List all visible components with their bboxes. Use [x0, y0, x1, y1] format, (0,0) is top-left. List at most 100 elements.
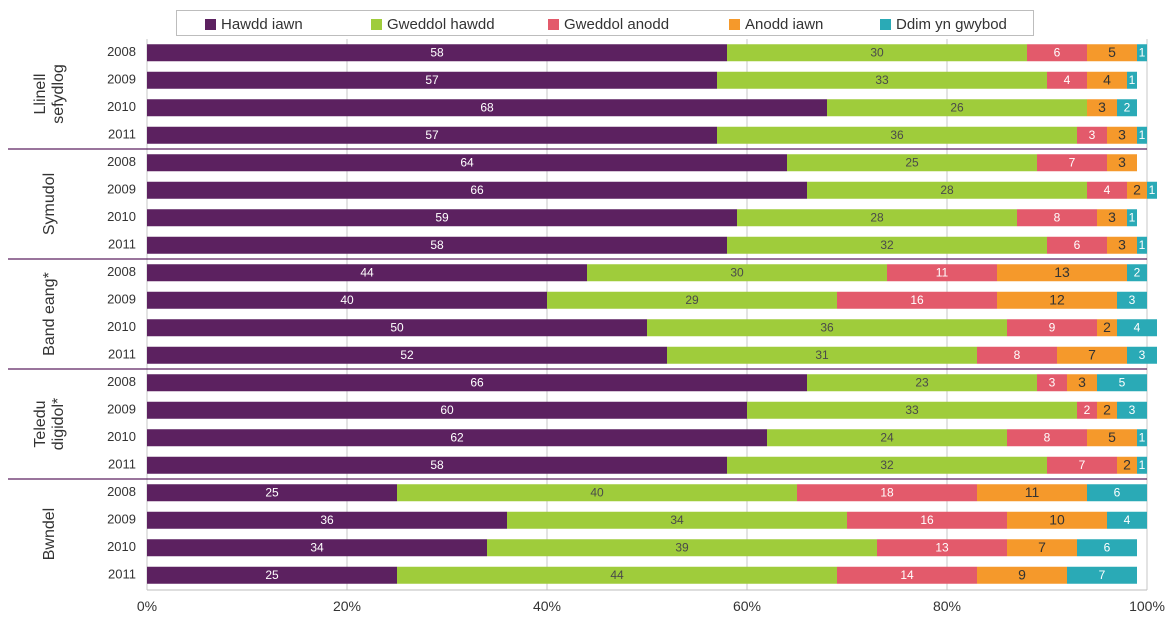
- bar-segment: [1077, 126, 1107, 144]
- data-label: 25: [905, 155, 919, 169]
- data-label: 2: [1124, 100, 1131, 114]
- bar-segment: [147, 484, 397, 502]
- bar-segment: [147, 291, 547, 309]
- legend-swatch-icon: [371, 18, 382, 30]
- data-label: 39: [675, 540, 689, 554]
- bar-segment: [807, 374, 1037, 392]
- bar-segment: [1017, 209, 1097, 227]
- bar-segment: [1117, 401, 1147, 419]
- legend-item-hawdd-iawn: Hawdd iawn: [205, 15, 303, 33]
- legend-swatch-icon: [205, 18, 216, 30]
- year-tick-label: 2011: [108, 127, 136, 142]
- data-label: 11: [1025, 484, 1040, 500]
- bar-segment: [1127, 209, 1137, 227]
- data-label: 1: [1129, 73, 1136, 87]
- data-label: 36: [890, 128, 904, 142]
- year-tick-label: 2011: [108, 567, 136, 582]
- bar-segment: [977, 566, 1067, 584]
- year-tick-label: 2008: [107, 264, 136, 279]
- data-label: 8: [1044, 430, 1051, 444]
- data-label: 34: [310, 540, 324, 554]
- year-tick-label: 2010: [107, 539, 136, 554]
- bar-segment: [147, 264, 587, 282]
- data-label: 3: [1049, 375, 1056, 389]
- data-label: 1: [1139, 238, 1146, 252]
- data-label: 60: [440, 403, 454, 417]
- bar-segment: [1107, 126, 1137, 144]
- data-label: 7: [1069, 155, 1076, 169]
- bar-segment: [837, 566, 977, 584]
- data-label: 8: [1054, 210, 1061, 224]
- bar-segment: [1137, 236, 1147, 254]
- legend-swatch-icon: [880, 18, 891, 30]
- bar-segment: [667, 346, 977, 364]
- bar-segment: [147, 401, 747, 419]
- data-label: 58: [430, 45, 444, 59]
- data-label: 28: [940, 183, 954, 197]
- bar-segment: [1107, 154, 1137, 172]
- data-label: 36: [320, 513, 334, 527]
- data-label: 13: [1054, 264, 1070, 280]
- year-tick-label: 2009: [107, 512, 136, 527]
- data-label: 13: [935, 540, 949, 554]
- bar-segment: [1097, 401, 1117, 419]
- data-label: 1: [1139, 458, 1146, 472]
- bar-segment: [1007, 319, 1097, 337]
- year-tick-label: 2009: [107, 72, 136, 87]
- data-label: 16: [910, 293, 924, 307]
- x-tick-label: 80%: [933, 598, 961, 614]
- data-label: 31: [815, 348, 829, 362]
- bar-segment: [147, 566, 397, 584]
- data-label: 58: [430, 238, 444, 252]
- data-label: 57: [425, 73, 439, 87]
- legend-swatch-icon: [729, 18, 740, 30]
- bar-segment: [1137, 44, 1147, 62]
- data-label: 2: [1123, 456, 1131, 472]
- bar-segment: [147, 429, 767, 447]
- bar-segment: [1087, 484, 1147, 502]
- data-label: 52: [400, 348, 414, 362]
- bar-segment: [647, 319, 1007, 337]
- bar-segment: [147, 209, 737, 227]
- bar-segment: [1047, 236, 1107, 254]
- data-label: 18: [880, 485, 894, 499]
- data-label: 10: [1049, 511, 1065, 527]
- data-label: 58: [430, 458, 444, 472]
- data-label: 3: [1139, 348, 1146, 362]
- bar-segment: [1027, 44, 1087, 62]
- data-label: 4: [1104, 183, 1111, 197]
- data-label: 66: [470, 375, 484, 389]
- legend-label: Anodd iawn: [745, 15, 824, 33]
- year-tick-label: 2008: [107, 154, 136, 169]
- data-label: 2: [1103, 319, 1111, 335]
- legend-label: Ddim yn gwybod: [896, 15, 1007, 33]
- bar-segment: [147, 181, 807, 199]
- bar-segment: [1007, 511, 1107, 529]
- bar-segment: [977, 484, 1087, 502]
- bar-segment: [147, 236, 727, 254]
- bar-segment: [997, 291, 1117, 309]
- data-label: 5: [1119, 375, 1126, 389]
- bar-segment: [977, 346, 1057, 364]
- data-label: 1: [1149, 183, 1156, 197]
- bar-segment: [1067, 566, 1137, 584]
- data-label: 16: [920, 513, 934, 527]
- data-label: 3: [1078, 374, 1086, 390]
- bar-segment: [887, 264, 997, 282]
- data-label: 3: [1089, 128, 1096, 142]
- data-label: 34: [670, 513, 684, 527]
- bar-segment: [587, 264, 887, 282]
- x-tick-label: 20%: [333, 598, 361, 614]
- data-label: 33: [905, 403, 919, 417]
- bar-segment: [507, 511, 847, 529]
- bar-segment: [1067, 374, 1097, 392]
- x-tick-label: 40%: [533, 598, 561, 614]
- bar-segment: [1127, 346, 1157, 364]
- data-label: 4: [1134, 320, 1141, 334]
- bar-segment: [1037, 374, 1067, 392]
- data-label: 3: [1108, 209, 1116, 225]
- x-tick-label: 60%: [733, 598, 761, 614]
- data-label: 26: [950, 100, 964, 114]
- data-label: 2: [1133, 181, 1141, 197]
